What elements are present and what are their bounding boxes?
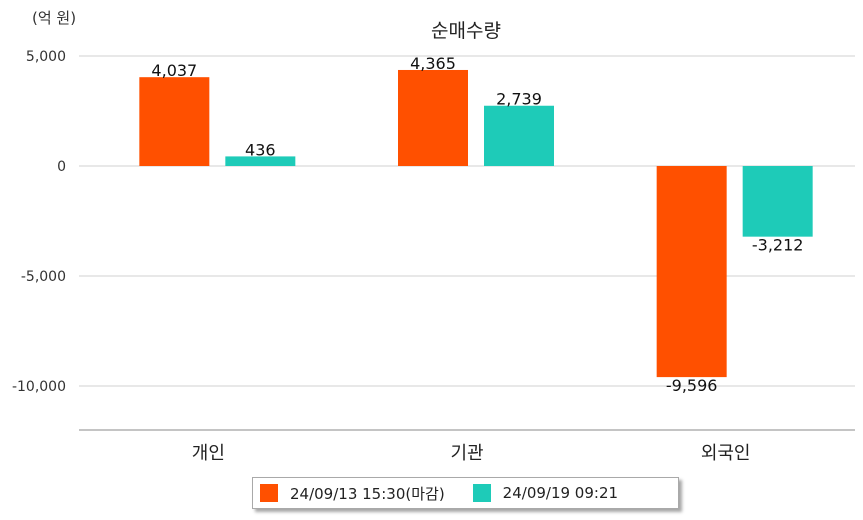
- data-label: 436: [245, 140, 276, 159]
- legend-item-series-2[interactable]: 24/09/19 09:21: [472, 484, 619, 502]
- legend-label-series-2: 24/09/19 09:21: [502, 484, 619, 502]
- x-axis: 개인 기관 외국인: [192, 443, 751, 464]
- y-axis: 5,000 0 -5,000 -10,000: [12, 49, 66, 395]
- x-tick-label: 기관: [450, 443, 483, 464]
- bar[interactable]: [139, 77, 210, 166]
- bar[interactable]: [398, 69, 468, 166]
- data-label: -9,596: [666, 376, 718, 395]
- x-tick-label: 개인: [192, 443, 225, 464]
- data-label: -3,212: [752, 236, 804, 255]
- chart-title: 순매수량: [431, 20, 501, 42]
- legend-item-series-1[interactable]: 24/09/13 15:30(마감): [260, 483, 445, 504]
- legend-swatch-series-1: [260, 484, 278, 502]
- data-label: 4,365: [410, 54, 456, 73]
- bar[interactable]: [225, 156, 296, 166]
- x-tick-label: 외국인: [701, 443, 751, 464]
- bar[interactable]: [484, 105, 554, 166]
- bars: [139, 69, 813, 378]
- y-tick-label: -10,000: [12, 379, 66, 395]
- y-tick-label: -5,000: [21, 269, 66, 285]
- data-label: 2,739: [496, 90, 542, 109]
- y-tick-label: 0: [57, 159, 66, 175]
- bar[interactable]: [656, 166, 727, 378]
- legend-label-series-1: 24/09/13 15:30(마감): [290, 484, 445, 503]
- legend-swatch-series-2: [472, 484, 491, 502]
- data-labels: 4,037 436 4,365 2,739 -9,596 -3,212: [151, 54, 803, 395]
- legend: 24/09/13 15:30(마감) 24/09/19 09:21: [252, 477, 679, 509]
- unit-label: (억 원): [32, 9, 76, 27]
- data-label: 4,037: [151, 61, 197, 80]
- bar[interactable]: [742, 166, 813, 237]
- y-tick-label: 5,000: [26, 49, 66, 65]
